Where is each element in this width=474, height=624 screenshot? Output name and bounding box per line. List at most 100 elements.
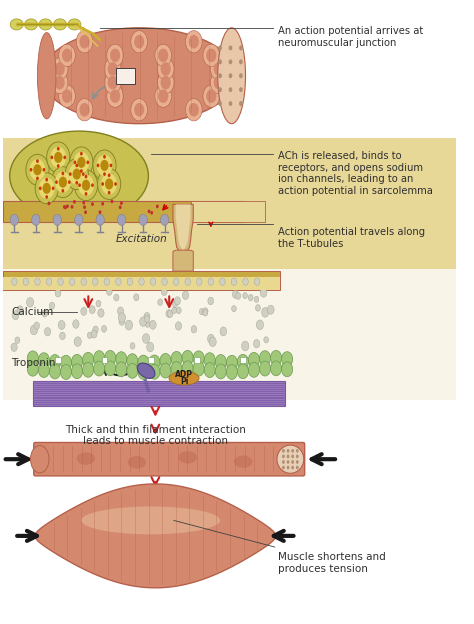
Circle shape <box>226 364 237 379</box>
Circle shape <box>80 35 90 49</box>
Circle shape <box>27 298 34 307</box>
Circle shape <box>161 76 171 89</box>
Circle shape <box>218 101 222 106</box>
Circle shape <box>287 454 290 458</box>
Circle shape <box>15 337 20 343</box>
Circle shape <box>51 71 68 94</box>
Circle shape <box>55 62 64 76</box>
Polygon shape <box>173 250 193 271</box>
Circle shape <box>256 320 264 329</box>
Ellipse shape <box>128 456 146 469</box>
Circle shape <box>203 44 219 67</box>
FancyBboxPatch shape <box>191 202 265 222</box>
Circle shape <box>264 337 268 343</box>
Circle shape <box>148 210 150 213</box>
Circle shape <box>116 352 127 366</box>
Circle shape <box>62 49 72 62</box>
Circle shape <box>292 454 294 458</box>
Circle shape <box>108 173 110 177</box>
Circle shape <box>206 49 217 62</box>
Circle shape <box>182 291 189 300</box>
Circle shape <box>173 278 179 285</box>
Circle shape <box>242 341 249 351</box>
Circle shape <box>57 164 60 168</box>
Circle shape <box>145 321 150 328</box>
Circle shape <box>87 332 92 338</box>
Circle shape <box>203 85 219 107</box>
Circle shape <box>101 173 117 195</box>
Circle shape <box>105 361 116 376</box>
Circle shape <box>185 278 191 285</box>
Circle shape <box>173 300 178 307</box>
Circle shape <box>139 278 144 285</box>
Circle shape <box>282 352 292 366</box>
Circle shape <box>73 168 81 180</box>
Polygon shape <box>35 484 275 588</box>
Circle shape <box>157 71 174 94</box>
Circle shape <box>214 62 224 76</box>
Circle shape <box>57 147 60 150</box>
Circle shape <box>47 202 50 205</box>
Circle shape <box>62 172 64 175</box>
Circle shape <box>98 168 121 200</box>
Circle shape <box>243 278 248 285</box>
FancyBboxPatch shape <box>3 347 456 400</box>
Circle shape <box>60 332 65 339</box>
Circle shape <box>248 295 253 301</box>
Circle shape <box>54 152 63 163</box>
Circle shape <box>271 351 282 365</box>
Circle shape <box>46 178 48 182</box>
Circle shape <box>182 361 193 376</box>
Circle shape <box>134 294 139 301</box>
Circle shape <box>144 313 150 321</box>
Bar <box>102 356 107 363</box>
FancyBboxPatch shape <box>3 269 456 349</box>
Circle shape <box>55 76 64 89</box>
Circle shape <box>49 302 55 310</box>
Circle shape <box>81 308 87 315</box>
Circle shape <box>109 163 112 167</box>
Circle shape <box>171 351 182 366</box>
Text: Action potential travels along
the T-tubules: Action potential travels along the T-tub… <box>278 227 425 249</box>
Circle shape <box>64 155 66 159</box>
Circle shape <box>73 200 76 203</box>
Circle shape <box>98 309 104 317</box>
Circle shape <box>231 278 237 285</box>
Circle shape <box>208 297 214 305</box>
Circle shape <box>33 164 42 175</box>
Circle shape <box>287 449 290 452</box>
Circle shape <box>149 364 160 379</box>
Circle shape <box>259 351 271 366</box>
Circle shape <box>73 152 89 173</box>
Ellipse shape <box>234 456 253 468</box>
Circle shape <box>296 466 299 469</box>
Circle shape <box>84 210 87 214</box>
Circle shape <box>226 355 237 370</box>
Circle shape <box>63 205 66 209</box>
Circle shape <box>50 155 53 159</box>
Circle shape <box>292 449 294 452</box>
Circle shape <box>193 351 204 366</box>
Circle shape <box>239 87 243 92</box>
Circle shape <box>260 288 267 297</box>
Circle shape <box>193 361 204 376</box>
Ellipse shape <box>10 19 23 30</box>
Circle shape <box>70 147 93 178</box>
Circle shape <box>146 342 154 352</box>
Circle shape <box>108 191 110 195</box>
Circle shape <box>36 177 39 180</box>
Circle shape <box>292 466 294 469</box>
Circle shape <box>228 101 232 106</box>
Circle shape <box>93 150 116 181</box>
Text: ACh is released, binds to
receptors, and opens sodium
ion channels, leading to a: ACh is released, binds to receptors, and… <box>278 151 433 196</box>
Circle shape <box>214 76 224 89</box>
Circle shape <box>27 361 38 376</box>
Circle shape <box>116 278 121 285</box>
Circle shape <box>239 46 243 51</box>
Circle shape <box>160 214 169 225</box>
Circle shape <box>104 71 121 94</box>
Circle shape <box>203 310 208 316</box>
Text: ADP: ADP <box>175 370 193 379</box>
Circle shape <box>43 168 46 172</box>
Circle shape <box>114 294 119 301</box>
